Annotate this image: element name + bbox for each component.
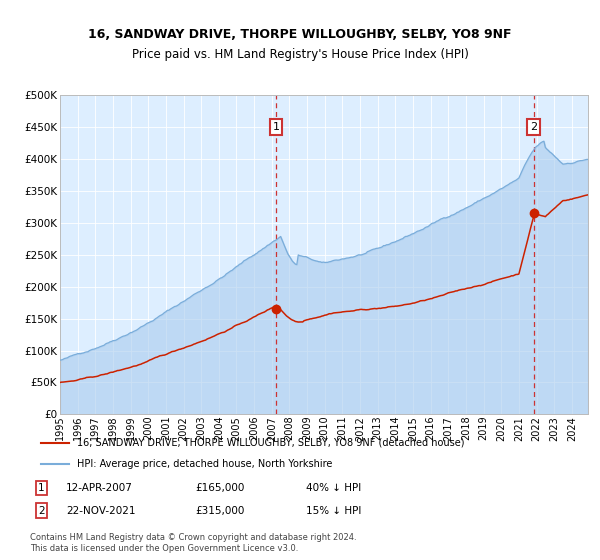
Text: 2: 2 [530,122,537,132]
Text: 1: 1 [38,483,45,493]
Text: Contains HM Land Registry data © Crown copyright and database right 2024.
This d: Contains HM Land Registry data © Crown c… [30,533,356,553]
Text: 1: 1 [273,122,280,132]
Text: 16, SANDWAY DRIVE, THORPE WILLOUGHBY, SELBY, YO8 9NF: 16, SANDWAY DRIVE, THORPE WILLOUGHBY, SE… [88,28,512,41]
Text: 2: 2 [38,506,45,516]
Text: 22-NOV-2021: 22-NOV-2021 [66,506,136,516]
Text: 15% ↓ HPI: 15% ↓ HPI [306,506,361,516]
Text: 16, SANDWAY DRIVE, THORPE WILLOUGHBY, SELBY, YO8 9NF (detached house): 16, SANDWAY DRIVE, THORPE WILLOUGHBY, SE… [77,438,464,448]
Text: £165,000: £165,000 [196,483,245,493]
Text: 12-APR-2007: 12-APR-2007 [66,483,133,493]
Text: £315,000: £315,000 [196,506,245,516]
Text: 40% ↓ HPI: 40% ↓ HPI [306,483,361,493]
Text: HPI: Average price, detached house, North Yorkshire: HPI: Average price, detached house, Nort… [77,459,332,469]
Text: Price paid vs. HM Land Registry's House Price Index (HPI): Price paid vs. HM Land Registry's House … [131,48,469,60]
